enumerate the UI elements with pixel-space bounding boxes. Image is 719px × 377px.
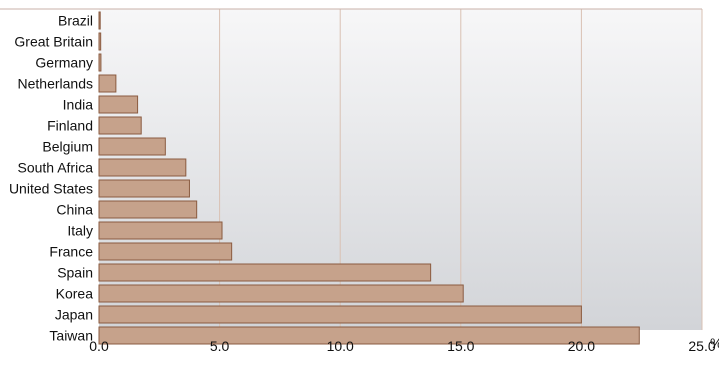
bar-series <box>98 11 640 345</box>
category-label: Spain <box>57 265 93 281</box>
x-tick-label: 0.0 <box>89 338 109 354</box>
category-label: South Africa <box>18 160 94 176</box>
x-tick-label: 5.0 <box>210 338 230 354</box>
bar <box>98 137 166 156</box>
category-label: Italy <box>67 223 93 239</box>
bar <box>98 11 101 30</box>
bar <box>98 263 432 282</box>
category-label: Belgium <box>42 139 93 155</box>
category-label: Korea <box>56 286 94 302</box>
bar <box>98 95 139 114</box>
bar <box>98 242 233 261</box>
bar <box>98 200 198 219</box>
unit-label: % <box>710 335 719 351</box>
category-label: United States <box>9 181 93 197</box>
category-label: Taiwan <box>49 328 93 344</box>
x-tick-labels: 0.0 5.0 10.0 15.0 20.0 25.0 <box>89 338 716 354</box>
category-label: Japan <box>55 307 93 323</box>
x-tick-label: 15.0 <box>447 338 474 354</box>
bar <box>98 32 102 51</box>
bar <box>98 305 582 324</box>
bar <box>98 74 117 93</box>
category-label: France <box>49 244 93 260</box>
category-label: China <box>56 202 93 218</box>
bar <box>98 179 190 198</box>
x-tick-label: 25.0 <box>688 338 715 354</box>
bar <box>98 284 464 303</box>
category-label: Germany <box>35 55 93 71</box>
category-labels: Brazil Great Britain Germany Netherlands Ind… <box>9 13 93 344</box>
bar <box>98 158 187 177</box>
plot-area <box>99 9 702 330</box>
bar <box>98 53 102 72</box>
bar <box>98 326 640 345</box>
bar <box>98 221 223 240</box>
category-label: Netherlands <box>18 76 94 92</box>
x-tick-label: 10.0 <box>327 338 354 354</box>
category-label: Brazil <box>58 13 93 29</box>
x-tick-label: 20.0 <box>568 338 595 354</box>
category-label: Finland <box>47 118 93 134</box>
category-label: Great Britain <box>14 34 93 50</box>
bar <box>98 116 142 135</box>
category-label: India <box>63 97 94 113</box>
